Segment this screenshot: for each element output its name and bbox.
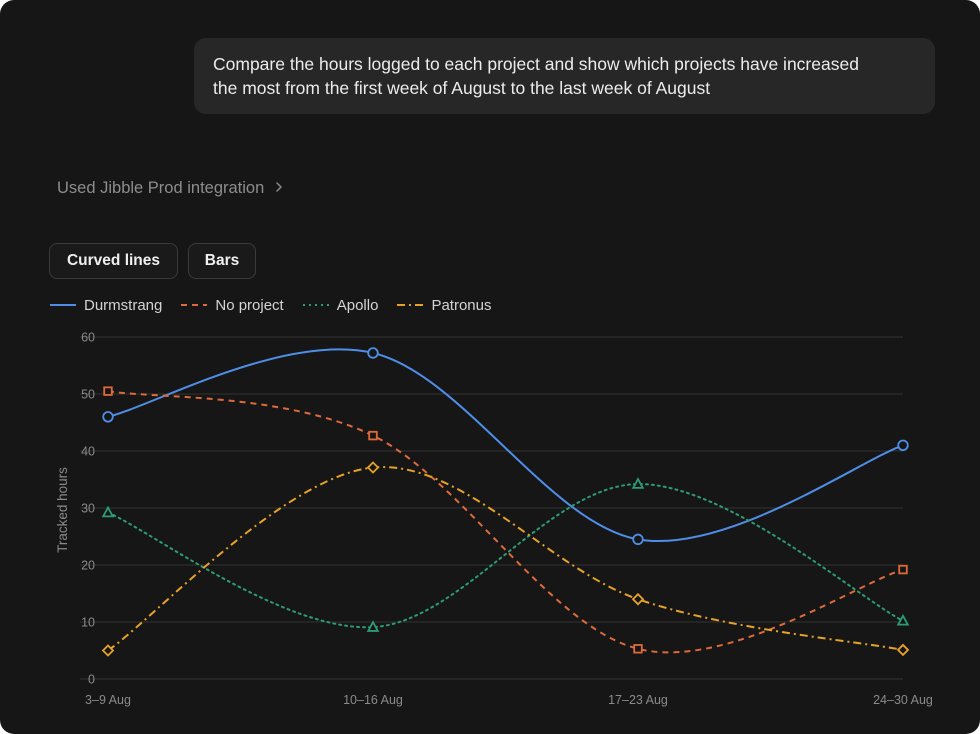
durmstrang-series-line bbox=[107, 348, 904, 542]
y-tick-label: 0 bbox=[88, 673, 95, 687]
durmstrang-marker[interactable] bbox=[897, 439, 909, 452]
legend-label-no_project: No project bbox=[215, 296, 284, 314]
legend-swatch-apollo bbox=[302, 304, 329, 306]
durmstrang-marker[interactable] bbox=[102, 411, 114, 423]
apollo-marker[interactable] bbox=[896, 613, 910, 626]
legend-swatch-patronus bbox=[397, 304, 424, 306]
patronus-marker[interactable] bbox=[896, 643, 910, 657]
no_project-series-line bbox=[107, 390, 904, 654]
user-prompt-bubble: Compare the hours logged to each project… bbox=[194, 38, 935, 114]
apollo-marker[interactable] bbox=[101, 505, 115, 518]
no_project-marker[interactable] bbox=[103, 386, 113, 396]
x-tick-label: 24–30 Aug bbox=[873, 693, 933, 707]
legend-label-apollo: Apollo bbox=[336, 296, 379, 314]
x-axis-ticks: 3–9 Aug 10–16 Aug 17–23 Aug 24–30 Aug bbox=[85, 693, 933, 707]
apollo-series-line bbox=[107, 483, 904, 629]
prompt-line-1: Compare the hours logged to each project… bbox=[213, 54, 859, 74]
y-axis-ticks: 0 10 20 30 40 50 60 bbox=[81, 331, 95, 687]
legend-swatch-durmstrang bbox=[50, 304, 76, 306]
curved-lines-button[interactable]: Curved lines bbox=[49, 243, 178, 279]
legend-swatch-no_project bbox=[181, 304, 208, 306]
legend-item-apollo[interactable]: Apollo bbox=[302, 296, 379, 314]
y-axis-label: Tracked hours bbox=[55, 467, 70, 553]
y-tick-label: 30 bbox=[81, 502, 95, 516]
series-lines bbox=[107, 348, 904, 654]
no_project-marker[interactable] bbox=[898, 564, 908, 575]
durmstrang-marker[interactable] bbox=[632, 533, 644, 546]
y-tick-label: 20 bbox=[81, 559, 95, 573]
legend-item-durmstrang[interactable]: Durmstrang bbox=[50, 297, 162, 314]
x-tick-label: 3–9 Aug bbox=[85, 693, 131, 707]
apollo-marker[interactable] bbox=[631, 477, 645, 489]
no_project-marker[interactable] bbox=[368, 430, 378, 441]
patronus-marker[interactable] bbox=[101, 644, 115, 657]
integration-label: Used Jibble Prod integration bbox=[57, 179, 265, 197]
bars-button[interactable]: Bars bbox=[188, 243, 256, 279]
patronus-marker[interactable] bbox=[366, 461, 380, 474]
apollo-marker[interactable] bbox=[366, 620, 380, 632]
no_project-marker[interactable] bbox=[633, 644, 643, 654]
series-markers bbox=[101, 347, 910, 657]
durmstrang-marker[interactable] bbox=[367, 347, 379, 359]
y-tick-label: 40 bbox=[81, 445, 95, 459]
legend-label-patronus: Patronus bbox=[431, 296, 492, 314]
integration-link[interactable]: Used Jibble Prod integration bbox=[57, 178, 283, 198]
chart-legend: Durmstrang No project Apollo Patronus bbox=[50, 295, 510, 315]
prompt-line-2: the most from the first week of August t… bbox=[213, 78, 711, 98]
x-tick-label: 10–16 Aug bbox=[343, 693, 403, 707]
legend-item-no_project[interactable]: No project bbox=[181, 296, 284, 314]
patronus-marker[interactable] bbox=[631, 592, 645, 606]
legend-label-durmstrang: Durmstrang bbox=[84, 296, 163, 314]
chevron-right-icon bbox=[275, 178, 283, 198]
y-tick-label: 50 bbox=[81, 388, 95, 402]
x-tick-label: 17–23 Aug bbox=[608, 693, 668, 707]
patronus-series-line bbox=[107, 466, 904, 652]
y-tick-label: 60 bbox=[81, 331, 95, 345]
legend-item-patronus[interactable]: Patronus bbox=[397, 297, 491, 314]
y-tick-label: 10 bbox=[81, 616, 95, 630]
